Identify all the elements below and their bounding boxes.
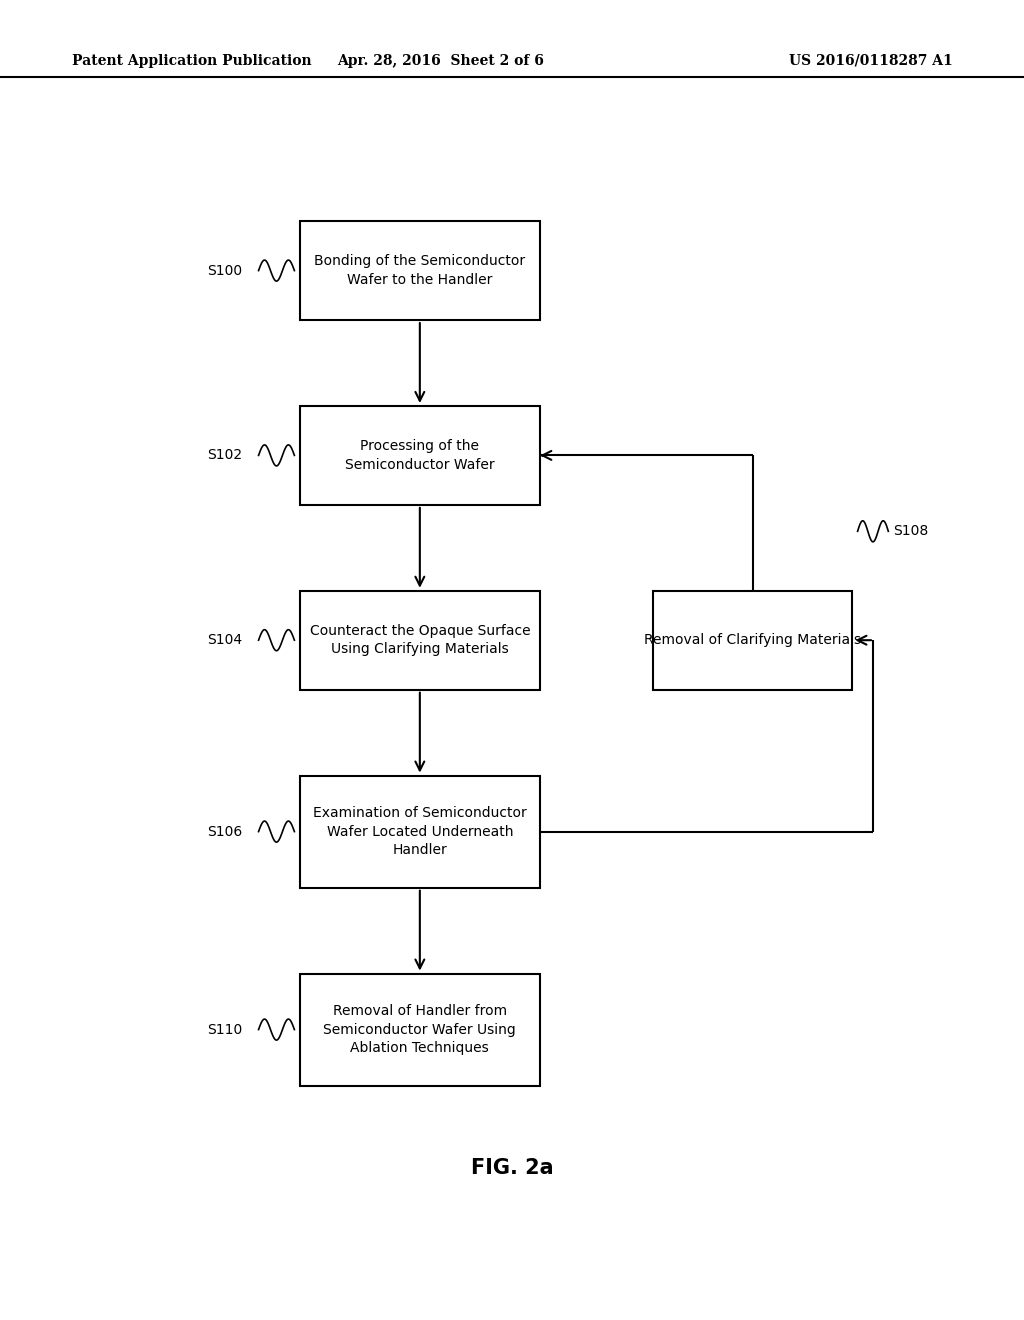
Text: Processing of the
Semiconductor Wafer: Processing of the Semiconductor Wafer	[345, 440, 495, 471]
Text: S100: S100	[207, 264, 243, 277]
Bar	[653, 591, 852, 689]
Text: Patent Application Publication: Patent Application Publication	[72, 54, 311, 67]
Text: FIG. 2a: FIG. 2a	[471, 1158, 553, 1179]
Text: Examination of Semiconductor
Wafer Located Underneath
Handler: Examination of Semiconductor Wafer Locat…	[313, 807, 526, 857]
Bar	[299, 407, 541, 504]
Text: S110: S110	[207, 1023, 243, 1036]
Bar	[299, 591, 541, 689]
Bar	[299, 220, 541, 319]
Text: S104: S104	[207, 634, 243, 647]
Bar	[299, 776, 541, 887]
Text: S108: S108	[893, 524, 929, 539]
Text: S106: S106	[207, 825, 243, 838]
Text: Bonding of the Semiconductor
Wafer to the Handler: Bonding of the Semiconductor Wafer to th…	[314, 255, 525, 286]
Text: S102: S102	[207, 449, 243, 462]
Text: Removal of Handler from
Semiconductor Wafer Using
Ablation Techniques: Removal of Handler from Semiconductor Wa…	[324, 1005, 516, 1055]
Text: Removal of Clarifying Materials: Removal of Clarifying Materials	[644, 634, 861, 647]
Text: US 2016/0118287 A1: US 2016/0118287 A1	[788, 54, 952, 67]
Bar	[299, 974, 541, 1085]
Text: Counteract the Opaque Surface
Using Clarifying Materials: Counteract the Opaque Surface Using Clar…	[309, 624, 530, 656]
Text: Apr. 28, 2016  Sheet 2 of 6: Apr. 28, 2016 Sheet 2 of 6	[337, 54, 544, 67]
